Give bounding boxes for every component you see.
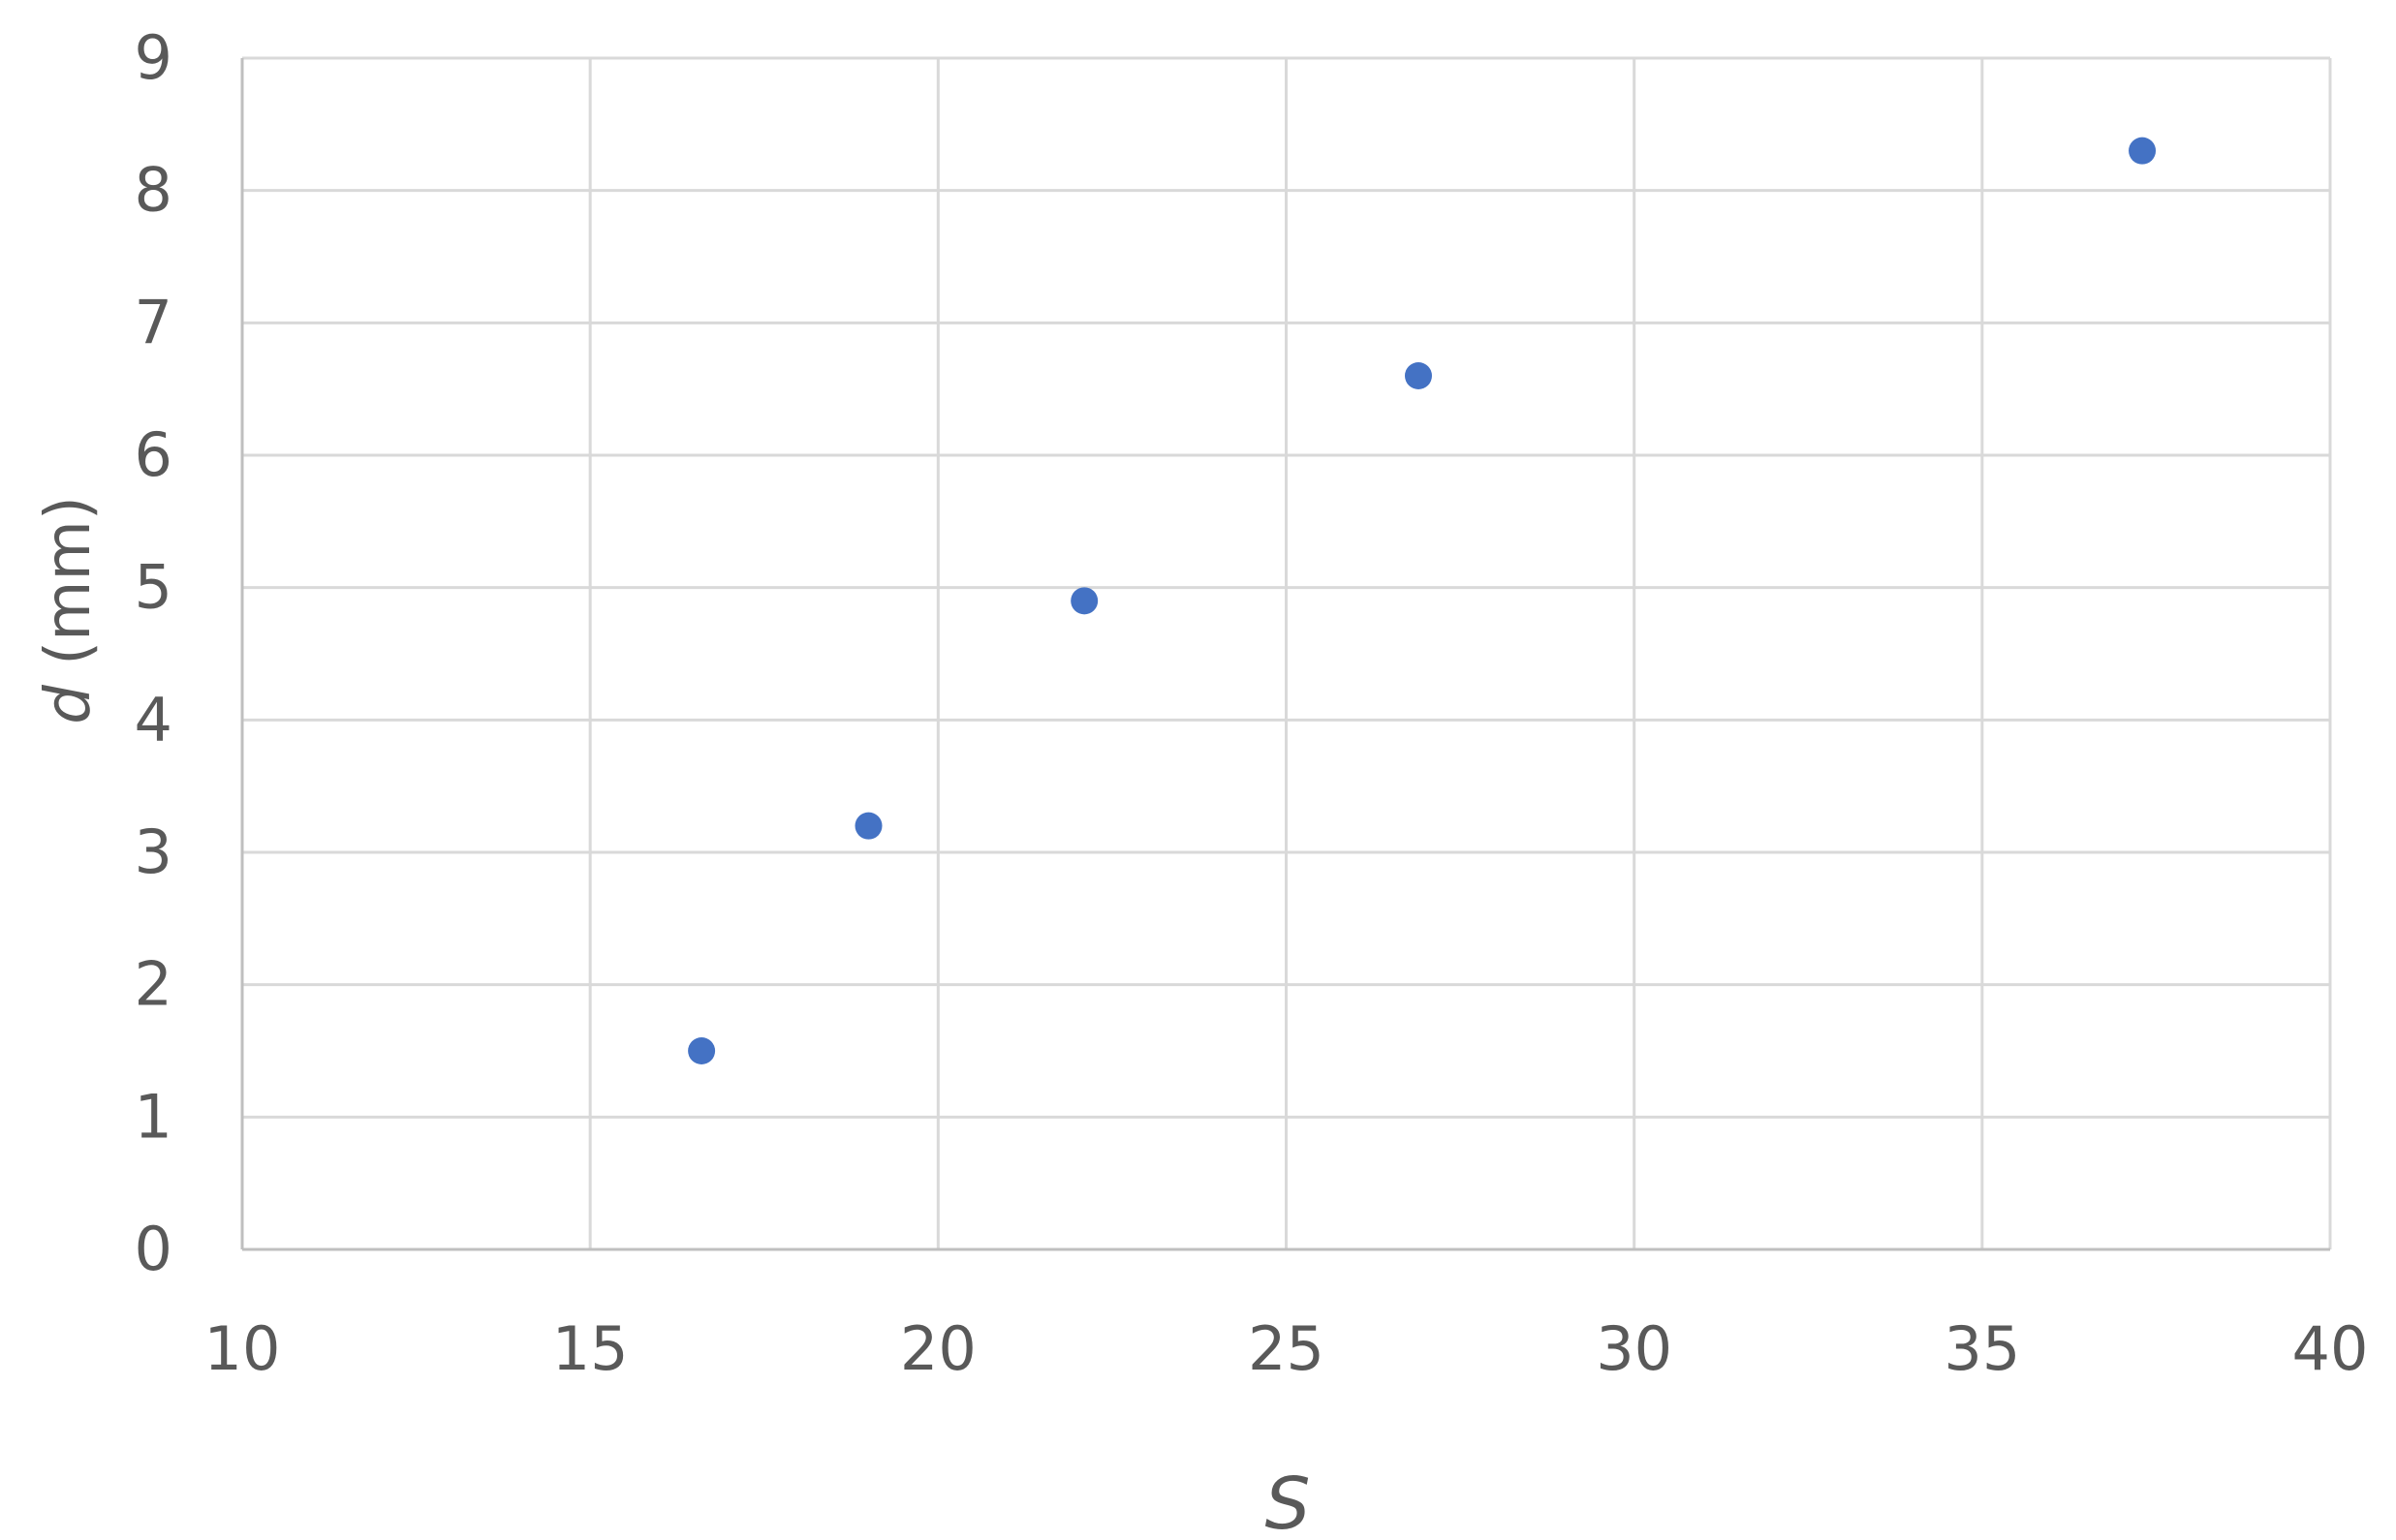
y-tick-label: 3 [135, 816, 172, 887]
y-tick-label: 1 [135, 1081, 172, 1152]
axes [240, 58, 2330, 1251]
y-axis-title-space [33, 665, 105, 685]
y-axis-title-group: d (mm) [33, 496, 105, 724]
y-tick-label: 6 [135, 419, 172, 490]
y-tick-label: 8 [135, 155, 172, 226]
x-tick-label: 15 [552, 1313, 629, 1384]
y-tick-label: 9 [135, 22, 172, 93]
y-tick-label: 2 [135, 949, 172, 1020]
y-tick-label: 7 [135, 287, 172, 357]
x-tick-label: 20 [900, 1313, 977, 1384]
y-tick-label: 5 [135, 552, 172, 623]
data-point [688, 1037, 716, 1064]
data-point [2129, 137, 2157, 165]
data-points [688, 137, 2157, 1064]
x-tick-label: 10 [204, 1313, 281, 1384]
y-tick-label: 0 [135, 1214, 172, 1284]
data-point [855, 812, 883, 840]
y-tick-labels: 0 1 2 3 4 5 6 7 8 9 [135, 22, 172, 1284]
data-point [1071, 587, 1099, 615]
x-tick-label: 40 [2292, 1313, 2369, 1384]
x-tick-label: 30 [1596, 1313, 1672, 1384]
grid-lines [242, 56, 2332, 1249]
x-tick-label: 35 [1944, 1313, 2020, 1384]
x-axis-title: S [1265, 1463, 1311, 1540]
data-point [1404, 362, 1432, 389]
x-tick-labels: 10 15 20 25 30 35 40 [204, 1313, 2369, 1384]
y-axis-title: d (mm) [33, 496, 105, 724]
y-axis-title-unit: (mm) [33, 496, 105, 665]
x-tick-label: 25 [1248, 1313, 1324, 1384]
y-tick-label: 4 [135, 684, 172, 755]
y-axis-title-variable: d [33, 685, 105, 724]
